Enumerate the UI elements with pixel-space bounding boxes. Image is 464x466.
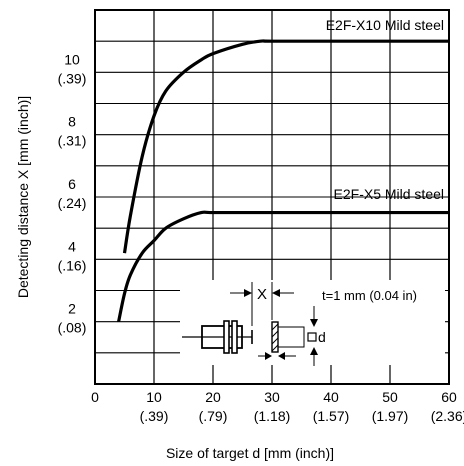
series-label-x10: E2F-X10 Mild steel <box>326 17 444 33</box>
target-outline <box>277 326 305 348</box>
x-dim-label: X <box>257 286 267 303</box>
y-tick-sublabel: (.24) <box>58 195 87 211</box>
x-tick-sublabel: (.79) <box>199 408 228 424</box>
y-tick-label: 10 <box>64 51 80 67</box>
y-tick-sublabel: (.39) <box>58 70 87 86</box>
d-dim-arrow-top <box>310 319 318 327</box>
target-hatch <box>271 337 279 345</box>
thickness-note: t=1 mm (0.04 in) <box>322 288 417 303</box>
y-tick-sublabel: (.16) <box>58 257 87 273</box>
x-tick-label: 10 <box>146 389 162 405</box>
x-tick-sublabel: (.39) <box>140 408 169 424</box>
series-line-e2f-x5 <box>117 210 449 322</box>
y-tick-label: 8 <box>68 114 76 130</box>
x-tick-label: 40 <box>323 389 339 405</box>
y-tick-sublabel: (.08) <box>58 320 87 336</box>
target-hatch <box>271 323 279 331</box>
x-tick-sublabel: (1.57) <box>313 408 350 424</box>
sensor-diagram: X t=1 mm (0.04 in) d <box>180 280 445 366</box>
t-dim-arrow-left <box>265 352 272 360</box>
x-tick-sublabel: (1.18) <box>254 408 291 424</box>
sensor-nut-1 <box>223 320 230 354</box>
series-label-x5: E2F-X5 Mild steel <box>334 186 444 202</box>
x-axis-title: Size of target d [mm (inch)] <box>166 445 334 461</box>
x-tick-label: 50 <box>382 389 398 405</box>
x-tick-label: 30 <box>264 389 280 405</box>
target-hatch <box>271 344 279 352</box>
sensor-nut-2 <box>231 320 238 354</box>
series-layer <box>117 39 449 322</box>
d-dim-label: d <box>318 329 326 345</box>
y-tick-label: 6 <box>68 176 76 192</box>
x-tick-sublabel: (1.97) <box>372 408 409 424</box>
y-tick-sublabel: (.31) <box>58 133 87 149</box>
x-dim-arrow-left <box>244 289 252 297</box>
y-tick-label: 2 <box>68 301 76 317</box>
x-tick-label: 0 <box>91 389 99 405</box>
x-tick-sublabel: (2.36) <box>431 408 464 424</box>
x-tick-label: 20 <box>205 389 221 405</box>
x-tick-label: 60 <box>441 389 457 405</box>
t-dim-arrow-right <box>278 352 285 360</box>
x-dim-arrow-right <box>272 289 280 297</box>
series-line-e2f-x10 <box>122 39 449 254</box>
y-axis-title: Detecting distance X [mm (inch)] <box>15 96 31 298</box>
y-tick-label: 4 <box>68 238 76 254</box>
target-hatch <box>271 330 279 338</box>
tick-labels: 0 10 (.39) 20 (.79) 30 (1.18) 40 (1.57) 50 (1.97) 6… <box>58 51 464 424</box>
d-dim-arrow-bottom <box>310 347 318 355</box>
d-square-symbol <box>307 332 317 342</box>
